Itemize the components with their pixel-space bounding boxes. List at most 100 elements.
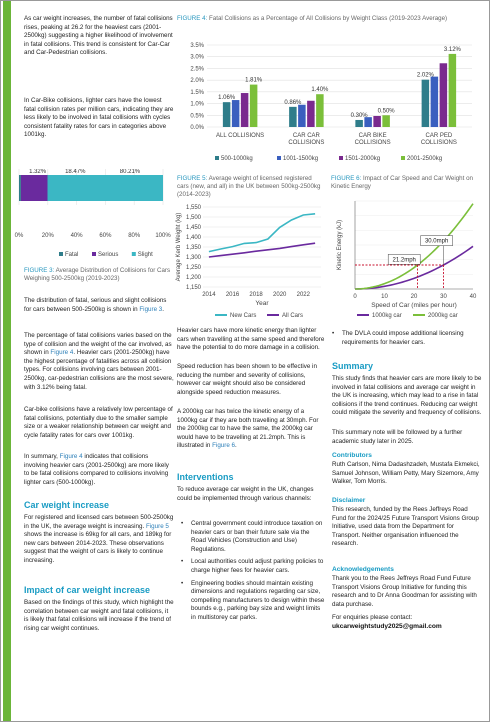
col1-paragraph-3: The distribution of fatal, serious and s… — [24, 297, 167, 313]
f4-legend-swatch — [339, 156, 343, 160]
f3-legend-label: Slight — [138, 252, 153, 258]
f3-legend-swatch — [59, 252, 63, 256]
col1-p7-text-a: For registered and licensed cars between… — [24, 514, 174, 530]
f6-x-tick: 10 — [381, 294, 388, 300]
col2-paragraph-2: Speed reduction has been shown to be eff… — [177, 363, 317, 396]
figure-3-chart: 1.32% 18.47% 80.21% 0% 20% 40% 60% 80% 100% Fat… — [15, 169, 171, 258]
figure-4-chart: 0.0% 0.5% 1.0% 1.5% 2.0% 2.5% 3.0% 3.5% 1.06% 1.… — [190, 43, 472, 162]
figure-4-link-2[interactable]: Figure 4 — [59, 453, 83, 460]
f5-y-tick: 1,400 — [186, 235, 202, 241]
col3-bullet-list: The DVLA could impose additional licensi… — [332, 330, 480, 351]
f5-legend-label: New Cars — [230, 313, 256, 319]
f5-series-line — [208, 213, 316, 253]
figure-4-caption-label: FIGURE 4: — [177, 15, 208, 22]
f4-value-label: 1.40% — [311, 87, 329, 93]
f3-legend-label: Serious — [98, 252, 118, 258]
f5-y-tick: 1,550 — [186, 205, 202, 211]
f4-y-tick: 0.5% — [190, 113, 204, 119]
col1-paragraph-2: In Car-Bike collisions, lighter cars hav… — [24, 97, 174, 139]
figure-6-caption-text: Impact of Car Speed and Car Weight on Ki… — [331, 175, 473, 190]
f3-x-tick: 0% — [15, 233, 24, 239]
f4-value-label: 0.86% — [284, 100, 302, 106]
intervention-item-2: Local authorities could adjust parking p… — [181, 558, 325, 575]
f4-bar — [240, 93, 249, 127]
col1-paragraph-5: Car-bike collisions have a relatively lo… — [24, 406, 173, 439]
f3-legend-label: Fatal — [65, 252, 78, 258]
interventions-list: Central government could introduce taxat… — [181, 520, 325, 627]
figure-3-caption-text: Average Distribution of Collisions for C… — [24, 267, 171, 282]
f4-legend-label: 1501-2000kg — [345, 156, 380, 162]
f3-value-label: 80.21% — [120, 169, 141, 175]
f4-category-label: COLLISIONS — [355, 140, 391, 146]
f4-category-label: CAR CAR — [293, 133, 321, 139]
figure-6-link[interactable]: Figure 6 — [212, 442, 236, 450]
left-accent-bar — [3, 1, 11, 721]
f4-bar — [421, 79, 430, 127]
f4-bar — [231, 100, 240, 127]
f5-y-tick: 1,200 — [186, 275, 202, 281]
f6-annotation-21mph: 21.2mph — [393, 257, 416, 263]
contact-email-link[interactable]: ukcarweightstudy2025@gmail.com — [332, 623, 442, 630]
f6-annotation-box-30 — [420, 235, 453, 246]
f6-x-tick: 20 — [411, 294, 418, 300]
f4-legend-swatch — [401, 156, 405, 160]
f5-x-tick: 2020 — [273, 292, 287, 298]
col2-paragraph-1: Heavier cars have more kinetic energy th… — [177, 327, 325, 352]
figure-5-caption-label: FIGURE 5: — [177, 175, 208, 182]
col1-p7-text-b: shows the increase is 69kg for all cars,… — [24, 531, 172, 564]
f4-legend-label: 1001-1500kg — [283, 156, 318, 162]
f4-category-label: CAR PED — [426, 133, 453, 139]
figure-5-link[interactable]: Figure 5 — [145, 522, 169, 530]
f3-bar-serious — [20, 175, 48, 201]
f4-bar — [382, 115, 390, 127]
acknowledgements-text: Thank you to the Rees Jeffreys Road Fund… — [332, 575, 477, 608]
f4-value-label: 0.30% — [351, 113, 369, 119]
f4-category-label: CAR BIKE — [359, 133, 387, 139]
f6-x-axis-label: Speed of Car (miles per hour) — [371, 302, 457, 309]
f6-annotation-box-21 — [387, 254, 421, 265]
f5-y-tick: 1,150 — [186, 285, 202, 291]
col1-paragraph-1: As car weight increases, the number of f… — [24, 15, 173, 57]
f5-y-tick: 1,500 — [186, 215, 202, 221]
f4-y-tick: 2.0% — [190, 78, 204, 84]
figure-3-caption-label: FIGURE 3: — [24, 267, 55, 274]
heading-acknowledgements: Acknowledgements — [332, 566, 394, 573]
f4-bar — [439, 63, 448, 127]
col1-paragraph-6: In summary, Figure 4 indicates that coll… — [24, 453, 174, 487]
f3-x-tick: 40% — [71, 233, 84, 239]
heading-disclaimer: Disclaimer — [332, 497, 366, 504]
heading-car-weight-increase: Car weight increase — [24, 500, 110, 510]
figure-3-link[interactable]: Figure 3 — [139, 305, 163, 313]
f5-y-tick: 1,250 — [186, 265, 202, 271]
f3-value-label: 18.47% — [65, 169, 86, 175]
f4-bar — [316, 94, 324, 127]
summary-paragraph-2: This summary note will be followed by a … — [332, 429, 463, 445]
f4-category-label: COLLISIONS — [421, 140, 457, 146]
figure-3-caption: FIGURE 3: Average Distribution of Collis… — [24, 267, 174, 283]
heading-summary: Summary — [332, 361, 374, 371]
f6-legend-label: 2000kg car — [428, 313, 458, 319]
figure-6-caption: FIGURE 6: Impact of Car Speed and Car We… — [331, 175, 481, 191]
f4-y-tick: 1.5% — [190, 90, 204, 96]
intervention-item-3: Engineering bodies should maintain exist… — [181, 580, 325, 623]
f3-value-label: 1.32% — [29, 169, 47, 175]
f5-y-axis-label: Average Kerb Weight (kg) — [176, 213, 182, 282]
f4-y-tick: 3.5% — [190, 43, 204, 49]
f6-y-axis-label: Kinetic Energy (kJ) — [337, 220, 343, 270]
dvla-bullet: The DVLA could impose additional licensi… — [332, 330, 480, 347]
figure-4-link[interactable]: Figure 4 — [50, 349, 74, 357]
f4-category-label: ALL COLLISIONS — [216, 133, 264, 139]
f4-legend-swatch — [215, 156, 219, 160]
heading-impact: Impact of car weight increase — [24, 585, 151, 595]
f4-value-label: 3.12% — [444, 47, 462, 53]
figure-6-chart: 30.0mph 21.2mph 0 10 20 30 40 Speed of Car (mi… — [337, 200, 477, 319]
heading-contributors: Contributors — [332, 452, 372, 459]
intervention-item-1: Central government could introduce taxat… — [181, 520, 325, 554]
figure-6-caption-label: FIGURE 6: — [331, 175, 362, 182]
figure-5-caption-text: Average weight of licensed registered ca… — [177, 175, 321, 198]
f4-bar — [289, 106, 297, 127]
f3-legend-swatch — [131, 252, 136, 256]
f4-bar — [364, 117, 372, 127]
f6-x-tick: 0 — [353, 294, 357, 300]
